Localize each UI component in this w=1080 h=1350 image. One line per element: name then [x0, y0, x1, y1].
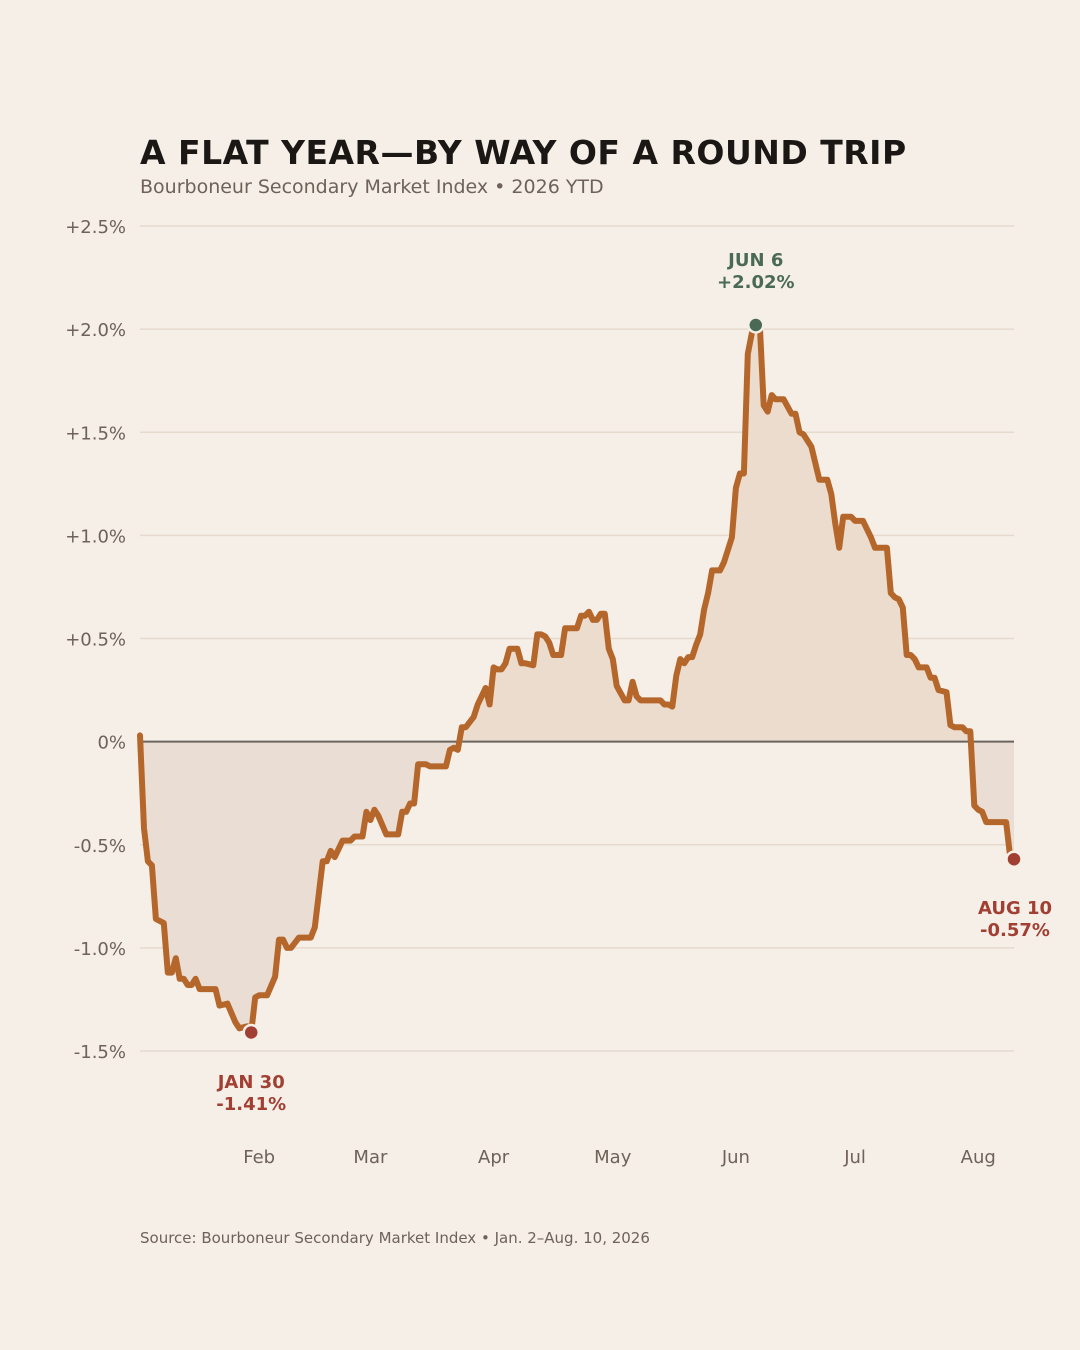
area-below-zero — [140, 741, 1014, 1033]
y-tick-label: +2.5% — [65, 217, 126, 238]
high-value-label: +2.02% — [717, 272, 795, 293]
x-tick-label: Jul — [843, 1147, 866, 1168]
high-date-label: JUN 6 — [726, 250, 783, 271]
area-fill — [140, 322, 1014, 1033]
y-tick-label: +1.5% — [65, 423, 126, 444]
low-date-label: JAN 30 — [216, 1072, 285, 1093]
end-value-label: -0.57% — [980, 920, 1050, 941]
y-tick-label: +0.5% — [65, 630, 126, 651]
y-axis-ticks: +2.5% +2.0% +1.5% +1.0% +0.5% 0% -0.5% -1.0% -1.… — [65, 217, 126, 1063]
y-tick-label: -1.5% — [74, 1042, 126, 1063]
x-axis-ticks: Feb Mar Apr May Jun Jul Aug — [243, 1147, 996, 1168]
high-marker — [747, 316, 765, 334]
y-tick-label: -0.5% — [74, 836, 126, 857]
chart-title: A FLAT YEAR—BY WAY OF A ROUND TRIP — [140, 133, 907, 172]
annotations: JUN 6+2.02% JAN 30-1.41% AUG 10-0.57% — [216, 250, 1052, 1115]
x-tick-label: Jun — [721, 1147, 750, 1168]
x-tick-label: Feb — [243, 1147, 275, 1168]
y-tick-label: 0% — [97, 733, 126, 754]
low-marker — [242, 1023, 260, 1042]
series-line — [137, 319, 1017, 1036]
chart-subtitle: Bourboneur Secondary Market Index • 2026… — [140, 176, 604, 198]
y-tick-label: +2.0% — [65, 320, 126, 341]
x-tick-label: Mar — [353, 1147, 388, 1168]
end-marker — [1005, 850, 1023, 868]
end-date-label: AUG 10 — [978, 898, 1052, 919]
x-tick-label: May — [594, 1147, 632, 1168]
series-line-group — [137, 319, 1017, 1036]
x-tick-label: Aug — [961, 1147, 996, 1168]
y-tick-label: -1.0% — [74, 939, 126, 960]
source-note: Source: Bourboneur Secondary Market Inde… — [140, 1229, 650, 1247]
low-value-label: -1.41% — [216, 1094, 286, 1115]
y-tick-label: +1.0% — [65, 526, 126, 547]
x-tick-label: Apr — [478, 1147, 510, 1168]
